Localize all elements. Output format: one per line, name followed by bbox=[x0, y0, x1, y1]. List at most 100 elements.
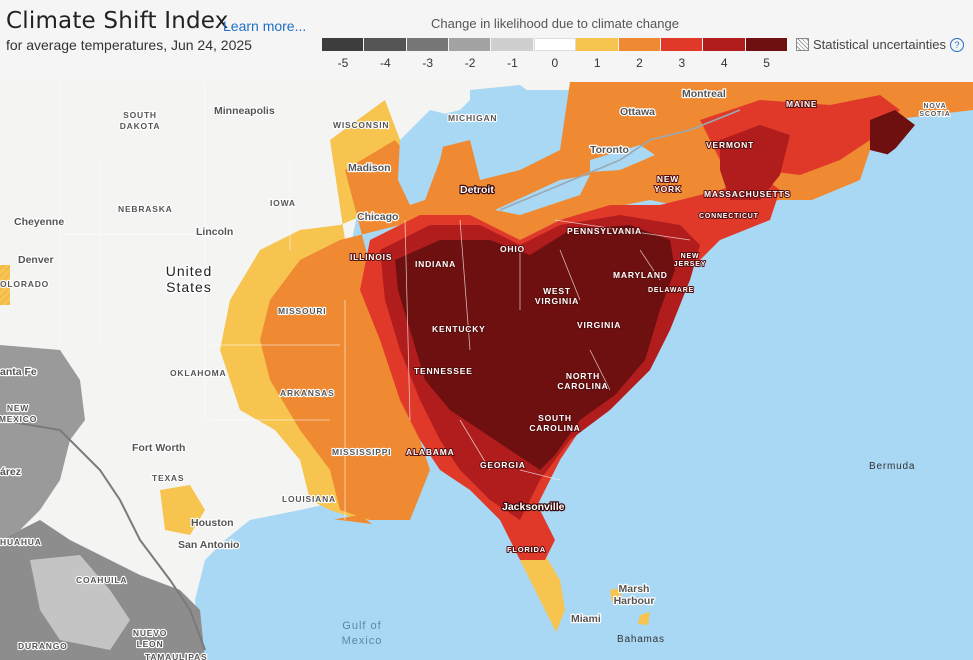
legend-swatch-2 bbox=[618, 38, 661, 51]
label-chicago[interactable]: Chicago bbox=[356, 210, 400, 224]
label-fort-worth[interactable]: Fort Worth bbox=[131, 441, 187, 455]
label-coahuila[interactable]: COAHUILA bbox=[75, 574, 128, 586]
legend-swatch--4 bbox=[364, 38, 407, 51]
label-arkansas[interactable]: ARKANSAS bbox=[279, 387, 335, 399]
label-jacksonville[interactable]: Jacksonville bbox=[501, 500, 566, 514]
label-pennsylvania[interactable]: PENNSYLVANIA bbox=[566, 225, 642, 237]
grey-anomaly-southwest bbox=[0, 345, 85, 540]
legend-swatch--1 bbox=[491, 38, 534, 51]
label-georgia[interactable]: GEORGIA bbox=[479, 459, 526, 471]
legend-color-scale bbox=[322, 38, 788, 51]
learn-more-link[interactable]: Learn more... bbox=[223, 18, 307, 34]
label-nebraska[interactable]: NEBRASKA bbox=[117, 203, 173, 215]
label-bahamas[interactable]: Bahamas bbox=[617, 634, 665, 645]
label-virginia[interactable]: VIRGINIA bbox=[576, 319, 621, 331]
label-florida[interactable]: FLORIDA bbox=[506, 544, 546, 555]
label-huahua[interactable]: HUAHUA bbox=[0, 536, 42, 548]
label-oklahoma[interactable]: OKLAHOMA bbox=[169, 367, 227, 379]
legend-tick-labels: -5 -4 -3 -2 -1 0 1 2 3 4 5 bbox=[322, 56, 788, 70]
uncertainties-toggle[interactable]: Statistical uncertainties ? bbox=[796, 37, 964, 52]
label-denver[interactable]: Denver bbox=[17, 253, 55, 267]
legend-tick-label: 3 bbox=[678, 56, 686, 70]
label-san-antonio[interactable]: San Antonio bbox=[177, 538, 241, 552]
label-indiana[interactable]: INDIANA bbox=[414, 258, 456, 270]
page-title: Climate Shift Index bbox=[6, 8, 229, 34]
grey-anomaly-mexico-light bbox=[30, 555, 130, 650]
label-tennessee[interactable]: TENNESSEE bbox=[413, 365, 473, 377]
label-durango[interactable]: DURANGO bbox=[17, 640, 68, 652]
legend-tick-label: 0 bbox=[551, 56, 559, 70]
lake-erie bbox=[495, 175, 590, 215]
label-new-jersey: NEW JERSEY bbox=[674, 253, 706, 268]
csi-level-3-florida bbox=[500, 510, 555, 560]
label-delaware[interactable]: DELAWARE bbox=[647, 286, 694, 295]
label-minneapolis[interactable]: Minneapolis bbox=[213, 104, 276, 118]
label-south-dakota: SOUTH DAKOTA bbox=[120, 110, 161, 131]
label-ottawa[interactable]: Ottawa bbox=[619, 105, 657, 119]
label-juarez[interactable]: árez bbox=[0, 465, 22, 479]
us-mexico-border bbox=[0, 419, 206, 651]
legend-swatch--2 bbox=[449, 38, 492, 51]
hatch-pattern-icon bbox=[796, 38, 809, 51]
label-west-virginia: WEST VIRGINIA bbox=[535, 286, 579, 306]
label-louisiana[interactable]: LOUISIANA bbox=[281, 493, 336, 505]
label-nuevo-leon: NUEVO LEON bbox=[133, 628, 167, 649]
label-massachusetts[interactable]: MASSACHUSETTS bbox=[703, 188, 791, 200]
label-mississippi[interactable]: MISSISSIPPI bbox=[331, 446, 392, 458]
legend-tick-label: -1 bbox=[507, 56, 518, 70]
legend-swatch-1 bbox=[576, 38, 619, 51]
label-maryland[interactable]: MARYLAND bbox=[612, 269, 668, 281]
label-madison[interactable]: Madison bbox=[347, 161, 392, 175]
legend-tick-label: -5 bbox=[337, 56, 349, 70]
csi-level-2-region bbox=[260, 82, 973, 520]
label-miami[interactable]: Miami bbox=[570, 612, 602, 626]
label-alabama[interactable]: ALABAMA bbox=[405, 446, 455, 458]
label-missouri[interactable]: MISSOURI bbox=[277, 305, 327, 317]
label-tamaulipas[interactable]: TAMAULIPAS bbox=[144, 651, 208, 660]
label-wisconsin[interactable]: WISCONSIN bbox=[332, 119, 390, 131]
uncertainty-hatch bbox=[0, 265, 10, 305]
label-kentucky[interactable]: KENTUCKY bbox=[431, 323, 486, 335]
legend-swatch-4 bbox=[703, 38, 746, 51]
map-labels: SOUTH DAKOTA NEBRASKA IOWA WISCONSIN MICH… bbox=[0, 87, 951, 660]
map-canvas[interactable]: SOUTH DAKOTA NEBRASKA IOWA WISCONSIN MICH… bbox=[0, 82, 973, 660]
legend-title: Change in likelihood due to climate chan… bbox=[431, 16, 679, 31]
label-lincoln[interactable]: Lincoln bbox=[195, 225, 235, 239]
label-detroit[interactable]: Detroit bbox=[459, 183, 496, 197]
label-south-carolina: SOUTH CAROLINA bbox=[529, 413, 580, 433]
label-houston[interactable]: Houston bbox=[190, 516, 235, 530]
legend-swatch-0 bbox=[533, 38, 577, 51]
legend-swatch--3 bbox=[406, 38, 450, 51]
legend-tick-label: -4 bbox=[380, 56, 391, 70]
label-new-mexico: NEW MEXICO bbox=[0, 403, 37, 424]
label-ohio[interactable]: OHIO bbox=[499, 243, 525, 255]
label-iowa[interactable]: IOWA bbox=[269, 197, 296, 209]
label-maine[interactable]: MAINE bbox=[785, 98, 818, 110]
label-colorado[interactable]: OLORADO bbox=[0, 278, 49, 290]
csi-level-4-northeast bbox=[720, 125, 790, 200]
legend-tick-label: 4 bbox=[720, 56, 728, 70]
label-vermont[interactable]: VERMONT bbox=[705, 139, 754, 151]
label-michigan[interactable]: MICHIGAN bbox=[447, 112, 498, 124]
legend-tick-label: -2 bbox=[464, 56, 476, 70]
lake-huron bbox=[470, 85, 540, 175]
csi-level-1-texas-patch bbox=[160, 485, 205, 535]
label-nova-scotia: NOVA SCOTIA bbox=[919, 103, 950, 118]
label-marsh-harbour: Marsh Harbour bbox=[614, 583, 655, 607]
legend-swatch--5 bbox=[322, 38, 365, 51]
label-united-states: United States bbox=[166, 263, 212, 295]
legend-swatch-5 bbox=[745, 38, 788, 51]
legend-tick-label: 1 bbox=[593, 56, 601, 70]
label-north-carolina: NORTH CAROLINA bbox=[557, 371, 608, 391]
label-santa-fe[interactable]: anta Fe bbox=[0, 365, 38, 379]
question-circle-icon[interactable]: ? bbox=[949, 37, 964, 52]
label-montreal[interactable]: Montreal bbox=[681, 87, 727, 101]
label-bermuda[interactable]: Bermuda bbox=[869, 461, 915, 472]
label-illinois[interactable]: ILLINOIS bbox=[349, 251, 392, 263]
label-texas[interactable]: TEXAS bbox=[151, 472, 185, 484]
uncertainties-label: Statistical uncertainties bbox=[813, 37, 946, 52]
label-toronto[interactable]: Toronto bbox=[589, 143, 630, 157]
label-connecticut[interactable]: CONNECTICUT bbox=[698, 212, 759, 221]
label-cheyenne[interactable]: Cheyenne bbox=[13, 215, 66, 229]
lake-michigan bbox=[398, 110, 450, 205]
